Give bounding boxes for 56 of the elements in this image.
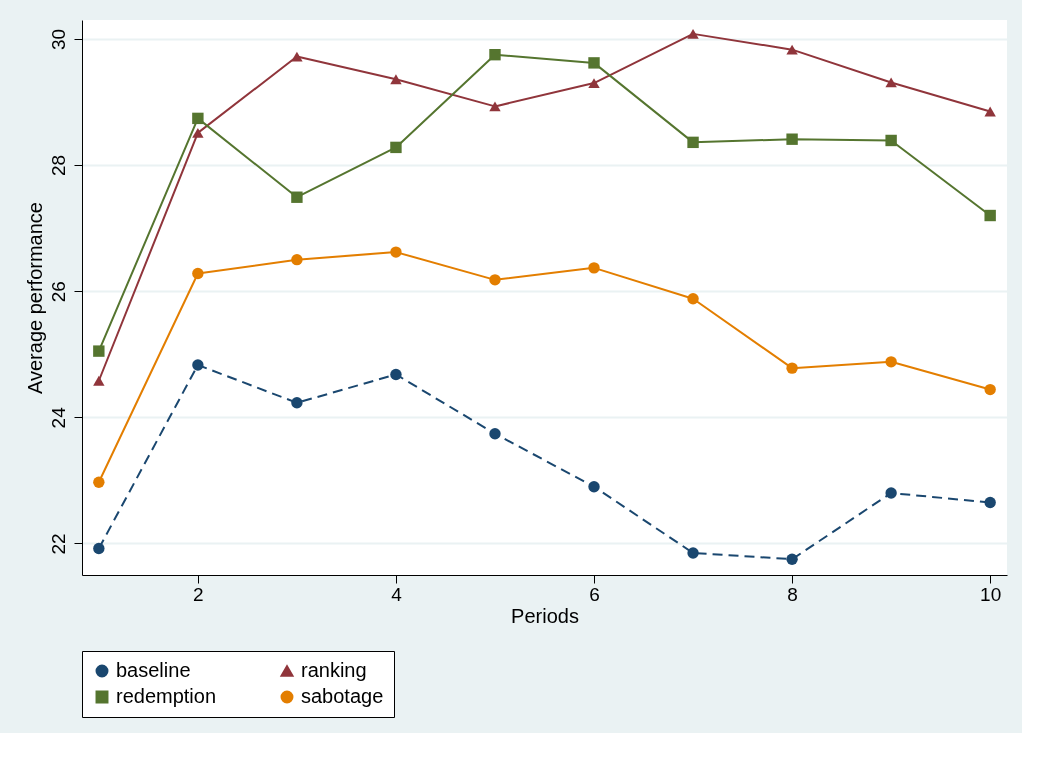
point — [489, 101, 501, 112]
point — [786, 44, 798, 55]
point — [489, 428, 501, 440]
point — [885, 134, 897, 147]
x-tick-label: 6 — [589, 583, 600, 605]
y-tick-label: 28 — [47, 154, 69, 177]
point — [93, 375, 105, 386]
point — [489, 48, 501, 61]
point — [93, 476, 105, 488]
point — [984, 106, 996, 117]
point — [192, 112, 204, 125]
point — [687, 547, 699, 559]
point — [588, 262, 600, 274]
point — [588, 78, 600, 89]
point — [687, 28, 699, 39]
point — [885, 356, 897, 368]
point — [291, 191, 303, 203]
point — [786, 133, 798, 145]
point — [291, 253, 303, 266]
point — [93, 345, 105, 357]
x-tick-label: 10 — [980, 583, 1002, 605]
point — [786, 553, 798, 565]
x-tick-label: 8 — [787, 583, 798, 605]
point — [390, 141, 402, 154]
point — [291, 51, 303, 62]
point — [192, 359, 204, 371]
point — [984, 496, 996, 509]
point — [489, 274, 501, 286]
legend-label: redemption — [116, 685, 217, 707]
y-axis-title: Average performance — [23, 202, 46, 394]
x-axis-title: Periods — [511, 604, 579, 627]
y-tick-label: 24 — [47, 406, 69, 429]
point — [984, 383, 996, 396]
y-tick-label: 22 — [47, 533, 69, 555]
legend-label: ranking — [301, 659, 367, 681]
y-tick-label: 30 — [47, 28, 69, 50]
legend-label: sabotage — [301, 685, 384, 707]
point — [93, 542, 105, 555]
x-tick-label: 2 — [193, 583, 204, 605]
point — [192, 127, 204, 138]
point — [984, 209, 996, 222]
point — [291, 397, 303, 409]
point — [390, 368, 402, 381]
point — [885, 487, 897, 499]
y-tick-label: 26 — [47, 281, 69, 303]
point — [588, 57, 600, 69]
point — [192, 267, 204, 280]
point — [687, 293, 699, 305]
point — [390, 246, 402, 258]
point — [588, 481, 600, 493]
legend-label: baseline — [116, 659, 191, 681]
point — [786, 362, 798, 374]
point — [687, 136, 699, 149]
point — [885, 77, 897, 88]
point — [390, 74, 402, 85]
x-tick-label: 4 — [391, 583, 403, 605]
